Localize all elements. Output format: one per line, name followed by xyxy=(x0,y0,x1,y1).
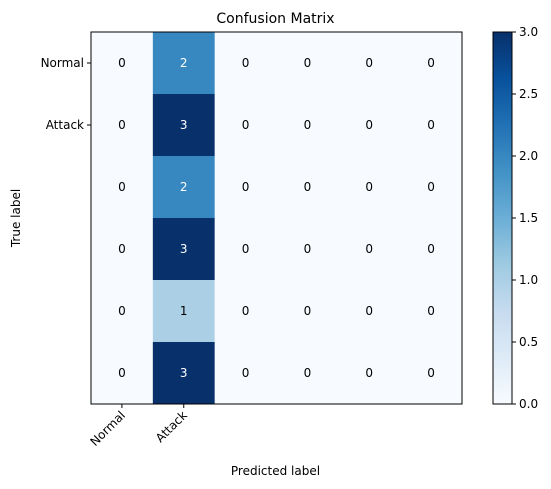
heatmap-cell xyxy=(152,218,216,281)
heatmap-cell xyxy=(276,218,339,281)
heatmap-cell xyxy=(91,218,154,281)
cell-value-label: 0 xyxy=(304,180,312,194)
cell-value-label: 0 xyxy=(365,242,373,256)
heatmap-cell xyxy=(91,32,154,95)
heatmap-cell xyxy=(214,32,277,95)
heatmap-cells xyxy=(91,32,463,405)
plot-frame xyxy=(90,31,463,405)
heatmap-cell xyxy=(338,32,401,95)
cell-value-label: 3 xyxy=(180,118,188,132)
cell-value-label: 0 xyxy=(304,242,312,256)
heatmap-cell xyxy=(91,156,154,219)
y-axis-ticks: Normal Attack xyxy=(41,56,91,132)
y-tick-label: Normal xyxy=(41,56,84,70)
heatmap-cell xyxy=(214,342,277,405)
heatmap-cell xyxy=(276,32,339,95)
heatmap-cell xyxy=(276,342,339,405)
cell-value-label: 3 xyxy=(180,242,188,256)
cell-value-label: 0 xyxy=(427,56,435,70)
x-axis-label: Predicted label xyxy=(231,464,320,478)
heatmap-cell xyxy=(338,156,401,219)
cell-value-label: 2 xyxy=(180,56,188,70)
cell-value-label: 1 xyxy=(180,304,188,318)
colorbar-tick-label: 0.5 xyxy=(519,335,538,349)
colorbar-tick-label: 2.0 xyxy=(519,149,538,163)
heatmap-cell xyxy=(152,342,216,405)
heatmap-cell xyxy=(152,280,216,343)
cell-value-label: 0 xyxy=(118,242,126,256)
x-tick-label: Normal xyxy=(87,408,128,449)
heatmap-cell xyxy=(214,218,277,281)
heatmap-cell xyxy=(91,342,154,405)
x-axis-ticks: Normal Attack xyxy=(87,404,190,449)
cell-value-label: 0 xyxy=(427,180,435,194)
cell-value-label: 0 xyxy=(242,366,250,380)
y-axis-label: True label xyxy=(9,189,23,248)
heatmap-cell xyxy=(338,342,401,405)
heatmap-cell xyxy=(152,32,216,95)
cell-value-label: 0 xyxy=(242,56,250,70)
cell-value-label: 0 xyxy=(118,180,126,194)
cell-value-label: 0 xyxy=(365,304,373,318)
cell-value-label: 2 xyxy=(180,180,188,194)
cell-value-label: 0 xyxy=(242,242,250,256)
cell-value-label: 0 xyxy=(118,56,126,70)
cell-value-label: 0 xyxy=(304,56,312,70)
cell-value-label: 0 xyxy=(304,366,312,380)
heatmap-cell xyxy=(276,94,339,157)
colorbar-tick-label: 3.0 xyxy=(519,25,538,39)
cell-value-label: 0 xyxy=(427,242,435,256)
heatmap-cell xyxy=(152,156,216,219)
heatmap-cell xyxy=(214,156,277,219)
cell-value-label: 0 xyxy=(427,366,435,380)
colorbar-tick-label: 1.0 xyxy=(519,273,538,287)
heatmap-cell xyxy=(214,94,277,157)
heatmap-cell xyxy=(214,280,277,343)
heatmap-cell xyxy=(276,280,339,343)
cell-value-label: 0 xyxy=(242,304,250,318)
cell-value-label: 0 xyxy=(427,304,435,318)
heatmap-cell xyxy=(400,342,463,405)
heatmap-cell-labels: 0 2 0 0 0 0 0 3 0 0 0 0 0 2 0 0 0 0 0 3 0 0 0 0 0 1 0 0 0 0 0 3 0 0 0 0 xyxy=(118,56,435,380)
heatmap-cell xyxy=(91,94,154,157)
colorbar-tick-label: 1.5 xyxy=(519,211,538,225)
cell-value-label: 0 xyxy=(365,180,373,194)
heatmap-cell xyxy=(400,218,463,281)
colorbar xyxy=(492,31,513,405)
cell-value-label: 0 xyxy=(365,366,373,380)
cell-value-label: 0 xyxy=(304,118,312,132)
cell-value-label: 0 xyxy=(427,118,435,132)
colorbar-tick-label: 0.0 xyxy=(519,397,538,411)
cell-value-label: 0 xyxy=(242,180,250,194)
y-tick-label: Attack xyxy=(46,118,84,132)
cell-value-label: 0 xyxy=(118,118,126,132)
heatmap-cell xyxy=(400,32,463,95)
heatmap-cell xyxy=(91,280,154,343)
chart-title: Confusion Matrix xyxy=(216,11,334,27)
cell-value-label: 0 xyxy=(365,56,373,70)
cell-value-label: 0 xyxy=(242,118,250,132)
heatmap-cell xyxy=(276,156,339,219)
heatmap-cell xyxy=(400,94,463,157)
cell-value-label: 0 xyxy=(118,304,126,318)
heatmap-cell xyxy=(338,280,401,343)
heatmap-cell xyxy=(338,218,401,281)
colorbar-tick-label: 2.5 xyxy=(519,87,538,101)
cell-value-label: 0 xyxy=(365,118,373,132)
heatmap-cell xyxy=(152,94,216,157)
x-tick-label: Attack xyxy=(153,408,190,445)
cell-value-label: 0 xyxy=(118,366,126,380)
colorbar-ticks: 0.0 0.5 1.0 1.5 2.0 2.5 3.0 xyxy=(512,25,538,411)
heatmap-cell xyxy=(400,156,463,219)
heatmap-cell xyxy=(400,280,463,343)
cell-value-label: 3 xyxy=(180,366,188,380)
cell-value-label: 0 xyxy=(304,304,312,318)
heatmap-cell xyxy=(338,94,401,157)
